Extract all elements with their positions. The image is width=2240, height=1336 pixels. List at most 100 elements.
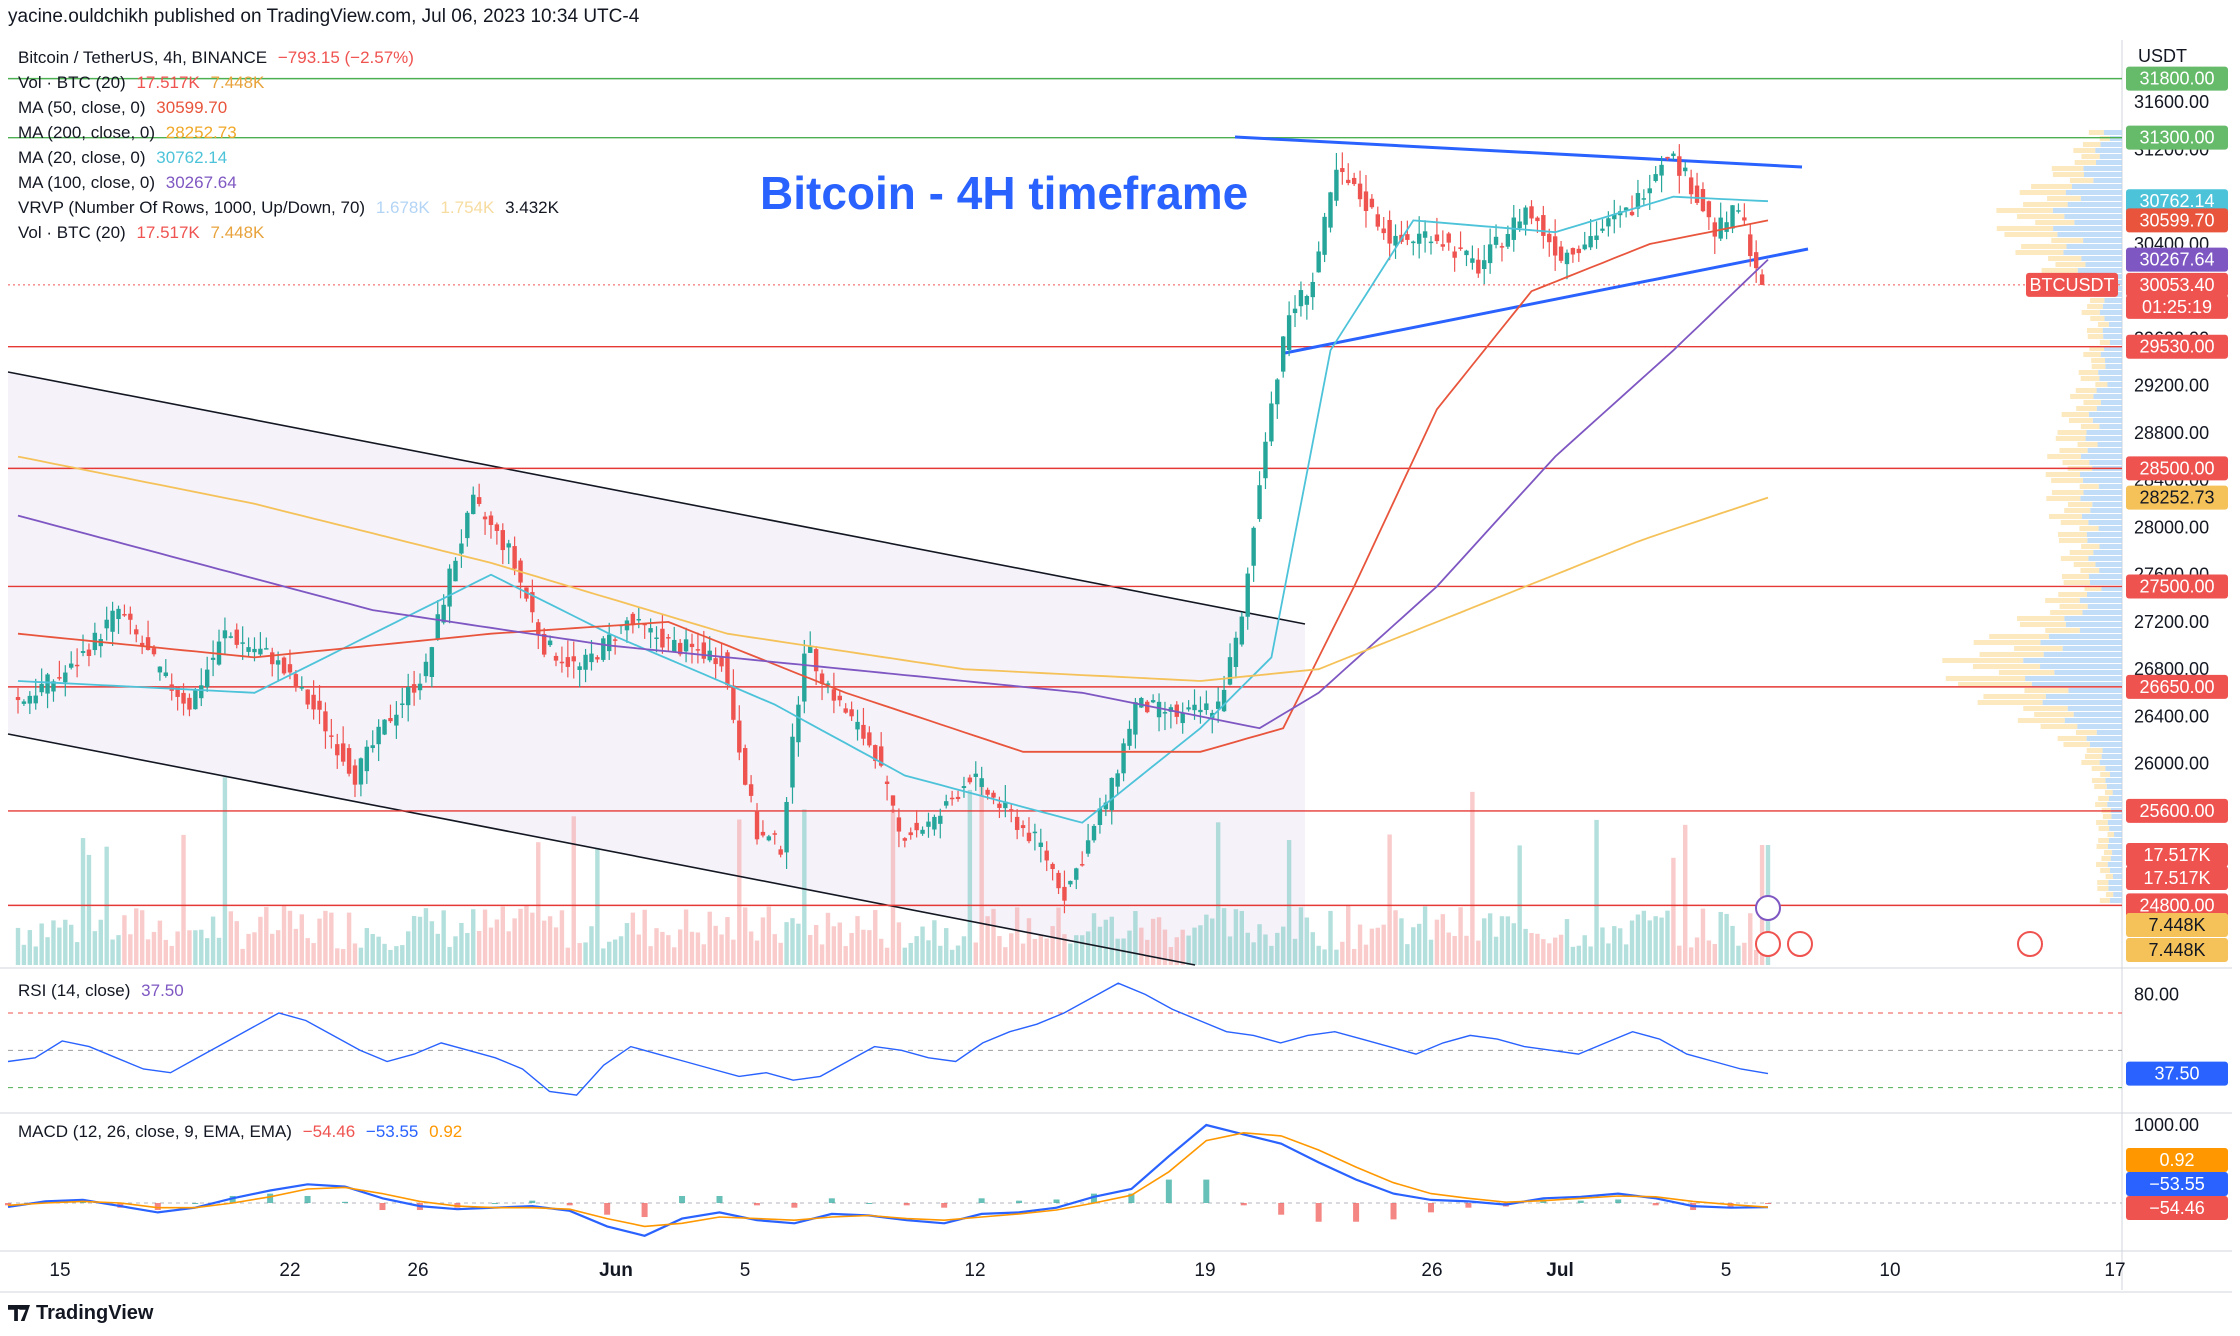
volume-profile-down-row [2017,214,2065,219]
volume-profile-up-row [2104,298,2122,303]
candle-body [1227,657,1233,685]
volume-profile-up-row [2103,130,2122,135]
volume-bar [376,936,381,965]
candle-body [429,647,435,678]
volume-profile-up-row [2107,820,2122,825]
candle-body [459,543,464,554]
candle-body [731,685,736,720]
volume-bar [1393,910,1398,965]
volume-bar [914,936,919,965]
volume-bar [98,919,103,965]
volume-profile-up-row [2109,868,2122,873]
volume-bar [1742,942,1747,965]
volume-bar [1659,917,1664,965]
macd-macd-badge-bg [2126,1196,2228,1220]
candle-body [1552,236,1558,256]
legend-volume-2[interactable]: Vol · BTC (20) 17.517K 7.448K [18,223,270,243]
volume-profile-down-row [2059,448,2088,453]
ma-badge-bg [2126,208,2228,233]
candle-body [1387,219,1392,244]
volume-bar [358,947,364,965]
volume-profile-up-row [2083,238,2122,243]
candle-body [476,497,482,504]
volume-profile-up-row [2086,532,2122,537]
legend-symbol[interactable]: Bitcoin / TetherUS, 4h, BINANCE −793.15 … [18,48,420,68]
volume-bar [1044,938,1049,965]
legend-vrvp[interactable]: VRVP (Number Of Rows, 1000, Up/Down, 70)… [18,198,565,218]
volume-profile-up-row [2089,742,2122,747]
legend-rsi[interactable]: RSI (14, close) 37.50 [18,981,190,1001]
us-flag-icon[interactable] [1755,931,1781,957]
volume-profile-down-row [2062,460,2090,465]
moving-average-line-ma200 [17,455,1769,682]
volume-profile-up-row [2099,154,2122,159]
candle-body [1405,234,1410,240]
volume-bar [742,907,748,965]
volume-profile-down-row [2061,412,2089,417]
volume-bar [979,784,984,965]
candle-body [1316,251,1321,273]
candle-body [500,530,505,551]
candle-body [1357,183,1363,200]
candle-body [589,653,594,663]
candle-body [122,614,127,616]
candle-body [914,822,919,831]
volume-bar [1464,935,1469,965]
triangle-upper-trendline [1234,135,1803,169]
volume-profile-up-row [2099,568,2122,573]
candle-body [187,697,192,710]
us-flag-icon[interactable] [2017,931,2043,957]
candle-body [772,833,777,835]
legend-ma100[interactable]: MA (100, close, 0) 30267.64 [18,173,243,193]
volume-profile-down-row [2031,184,2072,189]
volume-profile-down-row [2047,454,2081,459]
volume-bar [1422,906,1428,965]
us-flag-icon[interactable] [1787,931,1813,957]
volume-bar [1351,948,1357,965]
lightning-icon[interactable] [1755,895,1781,921]
tradingview-logo[interactable]: TradingView [8,1302,153,1325]
volume-profile-up-row [2107,862,2122,867]
time-tick-label: 12 [964,1260,985,1281]
candle-body [1127,728,1132,746]
volume-profile-up-row [2099,760,2122,765]
volume-bar [1482,918,1487,965]
volume-profile-down-row [2081,310,2100,315]
volume-bar [689,931,695,965]
volume-bar [1612,926,1617,965]
volume-bar [1198,925,1203,965]
legend-ma200[interactable]: MA (200, close, 0) 28252.73 [18,123,243,143]
candle-body [204,669,210,688]
volume-profile-up-row [2100,142,2122,147]
volume-profile-up-row [2103,334,2122,339]
volume-profile-down-row [2014,646,2063,651]
volume-profile-down-row [2100,772,2111,777]
volume-profile-up-row [2043,652,2122,657]
volume-profile-down-row [2105,874,2113,879]
volume-bar [1239,910,1245,965]
volume-bar [1298,907,1304,965]
candle-body [1068,880,1073,885]
legend-macd[interactable]: MACD (12, 26, close, 9, EMA, EMA) −54.46… [18,1122,468,1142]
volume-profile-down-row [2096,820,2108,825]
volume-profile-down-row [2048,256,2082,261]
candle-body [1393,235,1398,246]
candle-body [323,711,328,732]
candle-body [1298,290,1304,307]
signal-line [7,1131,1769,1228]
legend-ma20[interactable]: MA (20, close, 0) 30762.14 [18,148,233,168]
ma-badge-bg [2126,247,2228,272]
volume-profile-down-row [2086,748,2103,753]
volume-bar [1322,949,1327,965]
candle-body [1198,709,1203,713]
candle-body [896,817,902,832]
volume-profile-up-row [2080,454,2122,459]
volume-bar [264,906,269,965]
volume-profile-down-row [2086,328,2103,333]
volume-profile-down-row [2090,316,2105,321]
candle-body [1422,231,1428,238]
legend-volume[interactable]: Vol · BTC (20) 17.517K 7.448K [18,73,270,93]
volume-profile-up-row [2040,664,2122,669]
legend-ma50[interactable]: MA (50, close, 0) 30599.70 [18,98,233,118]
